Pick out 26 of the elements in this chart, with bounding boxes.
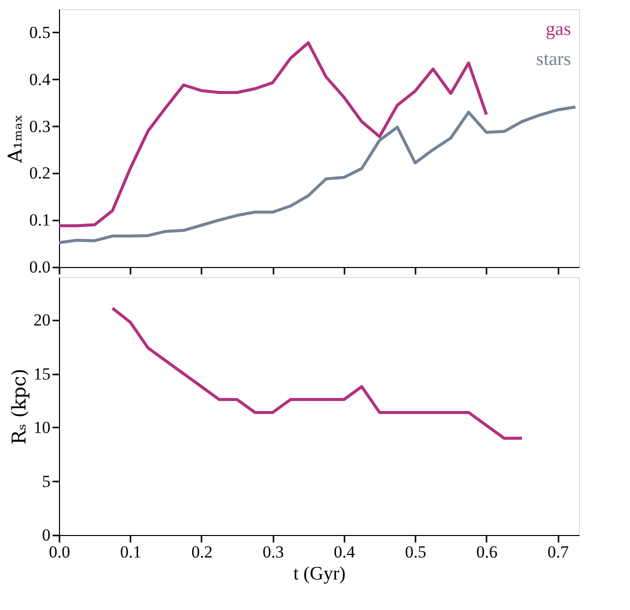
x-tick-label: 0.4 [334,542,356,562]
line-series [58,106,577,244]
y-tick-label: 10 [34,418,50,437]
y-tick-label: 0.2 [29,164,50,183]
y-axis-title: Rₛ (kpc) [8,368,30,444]
text: gas [546,19,571,40]
x-tick-label: 0.2 [191,542,213,562]
x-axis-title: t (Gyr) [293,564,346,584]
line-series [58,41,488,228]
line-series [110,306,524,440]
x-tick-label: 0.1 [120,542,142,562]
y-tick-label: 0.0 [29,258,50,276]
x-tick-label: 0.6 [476,542,498,562]
y-tick-label: 0.5 [29,22,50,42]
y-tick-label: 0.1 [29,210,50,230]
x-tick-label: 0.5 [405,542,426,562]
x-tick-label: 0.7 [548,542,570,562]
y-tick-label: 0.4 [29,70,51,89]
series-label: stars [536,49,571,70]
y-axis-title: A₁ₘₐₓ [4,114,26,164]
y-tick-label: 0.3 [29,116,50,136]
y-tick-label: 15 [34,364,50,384]
y-tick-label: 5 [42,472,50,491]
y-tick-label: 0 [42,526,50,544]
y-tick-label: 20 [34,310,50,330]
x-tick-label: 0.3 [262,542,284,562]
